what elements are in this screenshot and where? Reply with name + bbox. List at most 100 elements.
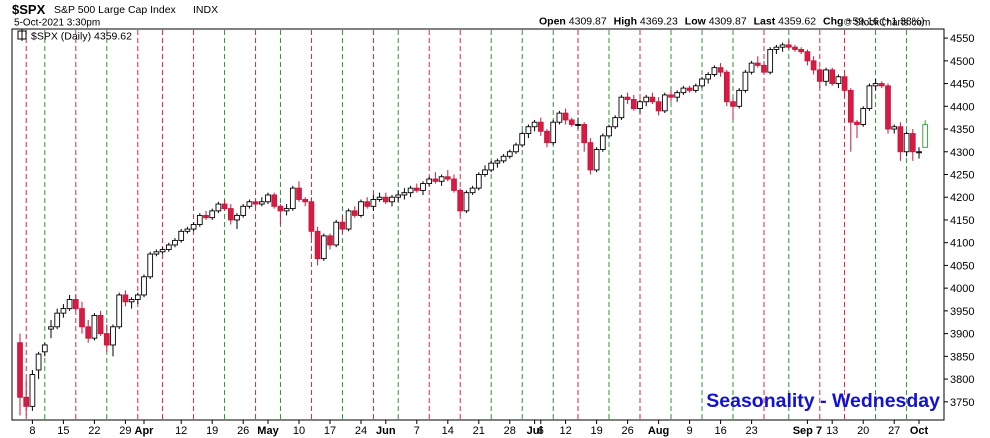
y-tick-label-4550: 4550: [950, 33, 974, 45]
candle-88: [562, 108, 569, 125]
x-tick-label-6: 19: [206, 425, 218, 437]
candle-139: [878, 81, 885, 89]
candle-12: [91, 313, 98, 341]
candle-77: [494, 158, 501, 168]
candle-104: [661, 92, 668, 114]
candle-123: [779, 42, 786, 52]
candle-78: [500, 154, 507, 164]
candle-body-30: [203, 214, 209, 219]
candle-132: [835, 74, 842, 89]
candle-body-105: [668, 94, 674, 98]
x-tick-label-14: 14: [442, 425, 454, 437]
candle-body-146: [922, 124, 929, 148]
candle-146: [922, 120, 929, 148]
y-tick-label-4250: 4250: [950, 169, 974, 181]
candle-91: [581, 122, 588, 152]
candle-7: [60, 304, 67, 318]
y-tick-label-4000: 4000: [950, 283, 974, 295]
candle-body-100: [637, 101, 643, 110]
candle-body-113: [717, 67, 724, 73]
x-tick-label-23: 9: [687, 425, 693, 437]
candle-97: [618, 94, 625, 120]
candle-body-44: [289, 187, 296, 210]
candle-54: [351, 206, 358, 218]
candle-body-80: [513, 144, 519, 153]
candle-body-74: [475, 174, 482, 189]
candle-1: [23, 379, 30, 416]
candle-2: [29, 369, 36, 411]
candle-5: [48, 319, 54, 339]
candle-50: [327, 233, 333, 250]
candle-87: [556, 110, 563, 125]
x-tick-label-26: Sep 7: [793, 425, 822, 437]
candle-108: [686, 85, 693, 93]
x-tick-label-21: 26: [621, 425, 633, 437]
candle-114: [723, 69, 730, 107]
candle-57: [370, 194, 377, 211]
candle-68: [438, 174, 445, 186]
candle-113: [717, 63, 724, 77]
x-tick-label-11: 24: [355, 425, 367, 437]
y-tick-label-4100: 4100: [950, 238, 974, 250]
last-value: 4359.62: [778, 16, 816, 28]
candle-body-49: [320, 235, 327, 260]
x-tick-label-2: 22: [88, 425, 100, 437]
x-tick-label-17: Jul: [527, 425, 543, 437]
candle-107: [680, 85, 687, 95]
candle-body-64: [413, 187, 420, 191]
candle-body-41: [271, 194, 278, 207]
candle-body-145: [916, 151, 922, 154]
candle-body-92: [587, 142, 594, 171]
candle-63: [407, 185, 414, 198]
chg-label: Chg: [823, 16, 843, 28]
candle-body-7: [60, 308, 67, 314]
x-tick-label-16: 28: [504, 425, 516, 437]
candle-84: [537, 117, 544, 136]
candle-53: [345, 208, 352, 232]
x-tick-label-28: 20: [857, 425, 869, 437]
x-tick-label-7: 26: [237, 425, 249, 437]
candle-81: [519, 131, 526, 148]
candle-body-20: [141, 276, 147, 296]
candle-138: [872, 79, 879, 91]
candle-99: [630, 94, 637, 111]
candle-body-123: [779, 44, 786, 48]
candle-100: [637, 99, 643, 114]
candle-body-88: [562, 112, 569, 121]
candle-64: [413, 183, 420, 193]
candle-body-21: [147, 253, 154, 278]
candle-body-98: [624, 96, 631, 100]
candle-body-59: [382, 196, 389, 203]
candle-76: [488, 160, 495, 173]
last-label: Last: [754, 16, 776, 28]
candle-18: [128, 297, 135, 309]
candle-90: [575, 117, 581, 130]
candle-144: [909, 129, 916, 161]
x-tick-label-12: Jun: [376, 425, 396, 437]
candle-body-124: [785, 44, 792, 48]
x-tick-label-13: 7: [414, 425, 420, 437]
candle-36: [240, 204, 247, 218]
candle-110: [699, 76, 705, 89]
candle-body-94: [599, 135, 606, 150]
quote-line: Open 4309.87 High 4369.23 Low 4309.87 La…: [539, 16, 925, 28]
candle-135: [854, 119, 860, 139]
candle-19: [134, 292, 141, 305]
candle-body-9: [72, 299, 79, 310]
candle-141: [891, 124, 898, 134]
candle-body-91: [581, 124, 588, 144]
candle-body-32: [215, 203, 222, 212]
candle-72: [463, 190, 470, 214]
candle-body-90: [575, 124, 581, 126]
candle-body-61: [395, 194, 402, 198]
chart-index-name: S&P 500 Large Cap Index: [54, 4, 177, 16]
candle-body-43: [283, 208, 290, 212]
candle-51: [333, 219, 340, 248]
candle-body-83: [531, 121, 538, 128]
chart-watermark: © StockCharts.com: [844, 18, 930, 29]
candle-body-70: [451, 178, 457, 191]
candle-body-0: [17, 342, 23, 398]
candle-body-109: [692, 85, 699, 91]
candle-body-101: [643, 96, 650, 103]
